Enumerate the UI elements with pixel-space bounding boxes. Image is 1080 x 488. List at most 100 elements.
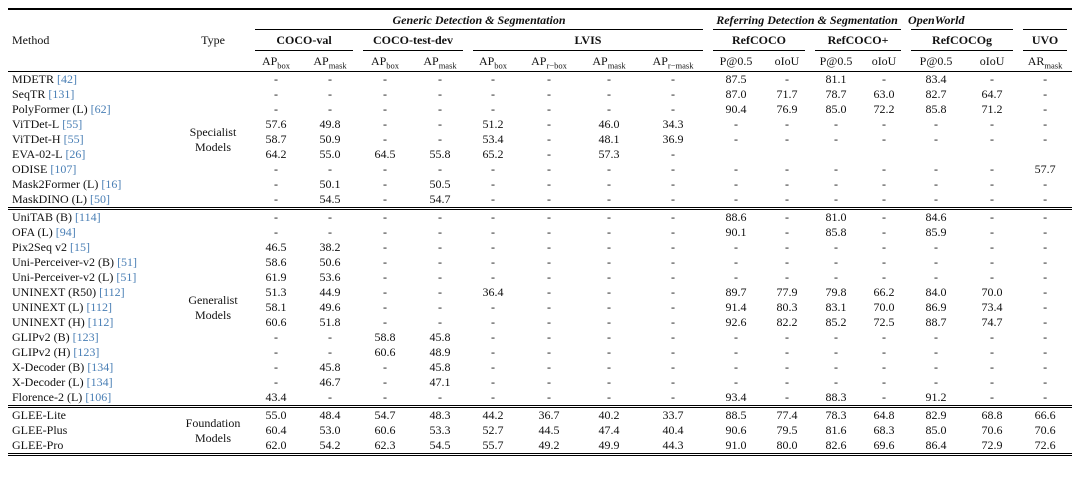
value-cell: 89.7 — [725, 285, 747, 299]
value-cell: 88.3 — [825, 390, 847, 404]
value-cell: - — [438, 315, 442, 329]
value-cell: 58.1 — [265, 300, 287, 314]
citation-link[interactable]: [62] — [90, 102, 111, 116]
value-cell: - — [383, 240, 387, 254]
value-cell: - — [547, 330, 551, 344]
value-cell: - — [302, 207, 358, 225]
table-row: MaskDINO (L) [50] - 54.5 - 54.7 - - - - - - - - - - - — [8, 192, 1072, 209]
value-cell: 81.1 — [825, 72, 847, 86]
citation-link[interactable]: [112] — [86, 300, 112, 314]
metric-header: APbox — [468, 51, 518, 72]
value-cell: - — [491, 225, 495, 239]
value-cell: - — [834, 330, 838, 344]
value-cell: 53.4 — [482, 132, 504, 146]
value-cell: 84.0 — [925, 285, 947, 299]
value-cell: - — [990, 375, 995, 389]
value-cell: - — [547, 102, 551, 116]
value-cell: - — [491, 390, 495, 404]
value-cell: - — [547, 360, 551, 374]
value-cell: - — [671, 360, 675, 374]
value-cell: 65.2 — [482, 147, 504, 161]
citation-link[interactable]: [112] — [87, 315, 114, 329]
method-name: PolyFormer (L) — [12, 102, 88, 116]
value-cell: - — [383, 375, 387, 389]
method-cell: UNINEXT (R50) [112] — [8, 285, 176, 300]
value-cell: 58.6 — [265, 255, 287, 269]
method-cell: OFA (L) [94] — [8, 225, 176, 240]
value-cell: 45.8 — [429, 330, 451, 344]
value-cell: 71.7 — [776, 87, 798, 101]
citation-link[interactable]: [51] — [116, 270, 137, 284]
value-cell: - — [990, 177, 995, 191]
citation-link[interactable]: [50] — [89, 192, 110, 206]
value-cell: 48.4 — [302, 405, 358, 423]
value-cell: - — [1043, 177, 1048, 191]
value-cell: - — [383, 87, 387, 101]
value-cell: - — [671, 300, 675, 314]
value-cell: - — [438, 72, 442, 86]
value-cell: 44.9 — [319, 285, 341, 299]
citation-link[interactable]: [112] — [99, 285, 125, 299]
value-cell: 85.0 — [825, 102, 847, 116]
value-cell: - — [934, 330, 939, 344]
method-name: MaskDINO (L) — [12, 192, 87, 206]
value-cell: - — [671, 330, 675, 344]
value-cell: 70.0 — [981, 285, 1003, 299]
citation-link[interactable]: [131] — [48, 87, 75, 101]
citation-link[interactable]: [107] — [50, 162, 77, 176]
citation-link[interactable]: [94] — [55, 225, 76, 239]
value-cell: - — [1043, 390, 1048, 404]
citation-link[interactable]: [134] — [87, 360, 114, 374]
method-cell: GLIPv2 (B) [123] — [8, 330, 176, 345]
value-cell: 88.7 — [925, 315, 947, 329]
value-cell: - — [328, 102, 332, 116]
value-cell: 40.2 — [580, 405, 638, 423]
value-cell: - — [328, 330, 332, 344]
value-cell: - — [671, 390, 675, 404]
citation-link[interactable]: [26] — [65, 147, 86, 161]
value-cell: - — [785, 117, 789, 131]
value-cell: - — [734, 345, 738, 359]
value-cell: - — [328, 162, 332, 176]
value-cell: 64.5 — [374, 147, 396, 161]
value-cell: 49.9 — [598, 438, 620, 452]
value-cell: - — [834, 360, 838, 374]
value-cell: - — [834, 132, 838, 146]
value-cell: 63.0 — [873, 87, 895, 101]
dataset-header: COCO-test-dev — [358, 30, 468, 51]
citation-link[interactable]: [123] — [73, 345, 100, 359]
method-name: UniTAB (B) — [12, 210, 73, 224]
citation-link[interactable]: [55] — [62, 117, 83, 131]
dataset-header: LVIS — [468, 30, 708, 51]
value-cell: - — [882, 345, 887, 359]
citation-link[interactable]: [42] — [57, 72, 77, 86]
value-cell: - — [934, 177, 939, 191]
method-cell: MaskDINO (L) [50] — [8, 192, 176, 209]
citation-link[interactable]: [134] — [86, 375, 113, 389]
value-cell: 51.2 — [482, 117, 504, 131]
table-row: GLEE-Plus 60.4 53.0 60.6 53.3 52.7 44.5 47.4 40.… — [8, 423, 1072, 438]
citation-link[interactable]: [16] — [101, 177, 122, 191]
value-cell: - — [438, 240, 442, 254]
table-row: GLEE-Lite Foundation Models 55.0 48.4 54.7 48.… — [8, 405, 1073, 455]
citation-link[interactable]: [55] — [63, 132, 84, 146]
value-cell: - — [785, 225, 789, 239]
value-cell: - — [1043, 300, 1048, 314]
citation-link[interactable]: [114] — [75, 210, 101, 224]
citation-link[interactable]: [15] — [70, 240, 91, 254]
citation-link[interactable]: [51] — [117, 255, 138, 269]
value-cell: - — [607, 390, 611, 404]
value-cell: - — [383, 117, 387, 131]
value-cell: 80.3 — [776, 300, 798, 314]
value-cell: - — [607, 240, 611, 254]
value-cell: 55.7 — [482, 438, 504, 452]
citation-link[interactable]: [123] — [72, 330, 99, 344]
value-cell: 54.2 — [319, 438, 341, 452]
value-cell: - — [882, 72, 887, 86]
value-cell: - — [491, 345, 495, 359]
value-cell: - — [1043, 192, 1048, 206]
value-cell: 90.4 — [725, 102, 747, 116]
model-type-line: Specialist — [189, 125, 237, 140]
table-row: GLEE-Pro 62.0 54.2 62.3 54.5 55.7 49.2 49.9 44.3… — [8, 438, 1072, 455]
citation-link[interactable]: [106] — [85, 390, 112, 404]
